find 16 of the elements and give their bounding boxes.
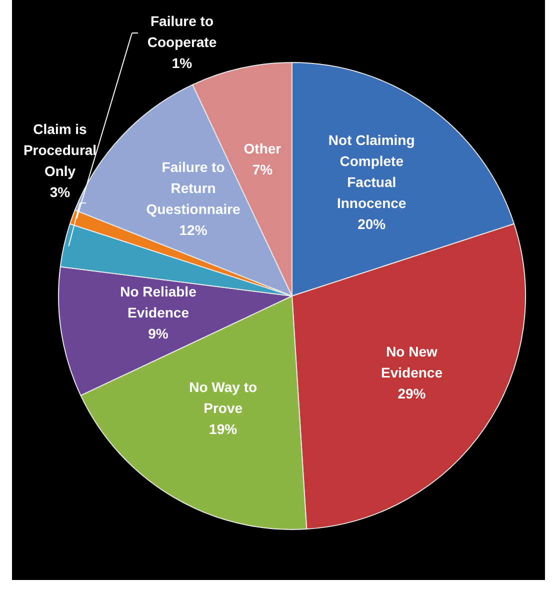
slice-label: Not Claiming Complete Factual Innocence bbox=[328, 132, 415, 211]
data-label: 7% bbox=[252, 162, 274, 178]
data-label: 20% bbox=[358, 216, 386, 232]
data-label: 1% bbox=[172, 54, 193, 71]
data-label: 9% bbox=[148, 326, 169, 342]
data-label: 12% bbox=[179, 222, 208, 238]
data-label: 19% bbox=[209, 420, 238, 437]
slice-label: Failure to Cooperate bbox=[147, 12, 217, 50]
slice-label: Claim is Procedural Only bbox=[23, 120, 97, 179]
data-label: 3% bbox=[50, 184, 71, 200]
data-label: 29% bbox=[398, 386, 426, 402]
slice-label: No New Evidence bbox=[380, 344, 443, 381]
slice-label: No Way to Prove bbox=[189, 378, 258, 416]
slice-label: Failure to Return Questionnaire bbox=[146, 159, 241, 218]
slice-label: Other bbox=[244, 140, 282, 157]
slice-label: No Reliable Evidence bbox=[120, 284, 197, 321]
